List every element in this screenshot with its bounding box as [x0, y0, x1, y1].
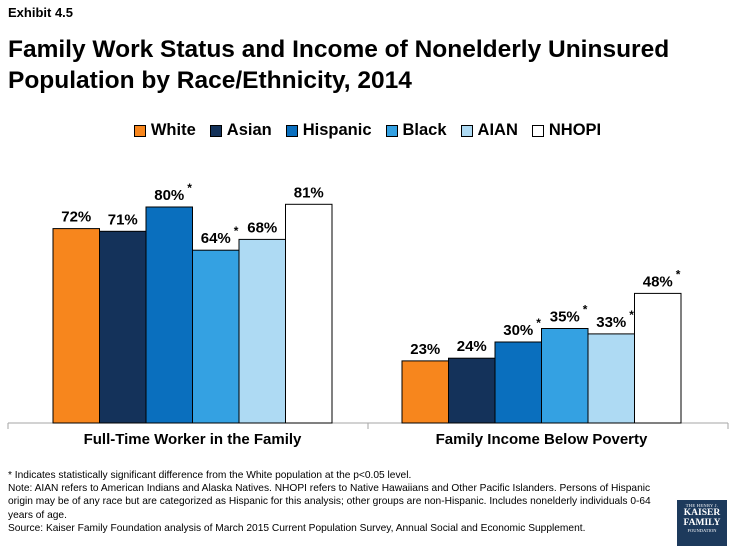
category-label: Full-Time Worker in the Family [84, 431, 302, 448]
logo-line-1: THE HENRY J. [685, 503, 719, 508]
legend-item-hispanic: Hispanic [285, 121, 372, 140]
kaiser-family-foundation-logo: THE HENRY J. KAISER FAMILY FOUNDATION [677, 500, 727, 546]
significance-marker: * [676, 267, 681, 281]
logo-line-3: FAMILY [683, 518, 721, 528]
legend-label-white: White [150, 121, 196, 139]
footnote-source: Source: Kaiser Family Foundation analysi… [8, 522, 586, 534]
data-label: 23% [410, 341, 440, 358]
bar-aian [238, 238, 286, 424]
legend-label-aian: AIAN [477, 121, 518, 139]
legend-label-black: Black [402, 121, 447, 139]
significance-marker: * [187, 181, 192, 195]
legend-item-nhopi: NHOPI [531, 121, 602, 140]
bar-asian [99, 230, 147, 424]
legend-swatch-nhopi [531, 124, 544, 137]
data-label: 71% [108, 211, 138, 228]
data-label: 81% [294, 184, 324, 201]
bar-white [52, 228, 100, 424]
data-label: 30% [503, 322, 533, 339]
bar-nhopi [285, 203, 333, 424]
bar-black [192, 249, 240, 424]
data-label: 48% [643, 273, 673, 290]
bar-hispanic [494, 341, 542, 424]
legend-item-black: Black [385, 121, 447, 140]
logo-line-4: FOUNDATION [687, 528, 717, 533]
data-label: 33% [596, 314, 626, 331]
chart-title: Family Work Status and Income of Nonelde… [8, 36, 670, 94]
footnotes: * Indicates statistically significant di… [8, 469, 663, 535]
data-label: 24% [457, 338, 487, 355]
bar-black [541, 328, 589, 424]
legend: White Asian Hispanic Black AIAN NHOPI [0, 121, 735, 140]
data-label: 68% [247, 219, 277, 236]
legend-label-hispanic: Hispanic [302, 121, 372, 139]
legend-item-white: White [133, 121, 196, 140]
legend-label-nhopi: NHOPI [548, 121, 602, 139]
legend-swatch-asian [209, 124, 222, 137]
data-label: 72% [61, 209, 91, 226]
bar-nhopi [634, 292, 682, 424]
legend-label-asian: Asian [226, 121, 272, 139]
data-label: 64% [201, 230, 231, 247]
legend-swatch-black [385, 124, 398, 137]
legend-swatch-hispanic [285, 124, 298, 137]
legend-item-asian: Asian [209, 121, 272, 140]
legend-item-aian: AIAN [460, 121, 518, 140]
footnote-note: Note: AIAN refers to American Indians an… [8, 483, 651, 521]
significance-marker: * [536, 316, 541, 330]
bar-aian [587, 333, 635, 424]
exhibit-label: Exhibit 4.5 [8, 5, 74, 20]
category-label: Family Income Below Poverty [436, 431, 648, 448]
bar-hispanic [145, 206, 193, 424]
legend-swatch-aian [460, 124, 473, 137]
logo-line-2: KAISER [683, 508, 721, 518]
bar-white [401, 360, 449, 424]
significance-marker: * [234, 224, 239, 238]
legend-swatch-white [133, 124, 146, 137]
bar-asian [448, 357, 496, 424]
data-label: 80% [154, 187, 184, 204]
data-label: 35% [550, 309, 580, 326]
significance-marker: * [629, 308, 634, 322]
significance-marker: * [583, 303, 588, 317]
footnote-significance: * Indicates statistically significant di… [8, 470, 412, 481]
